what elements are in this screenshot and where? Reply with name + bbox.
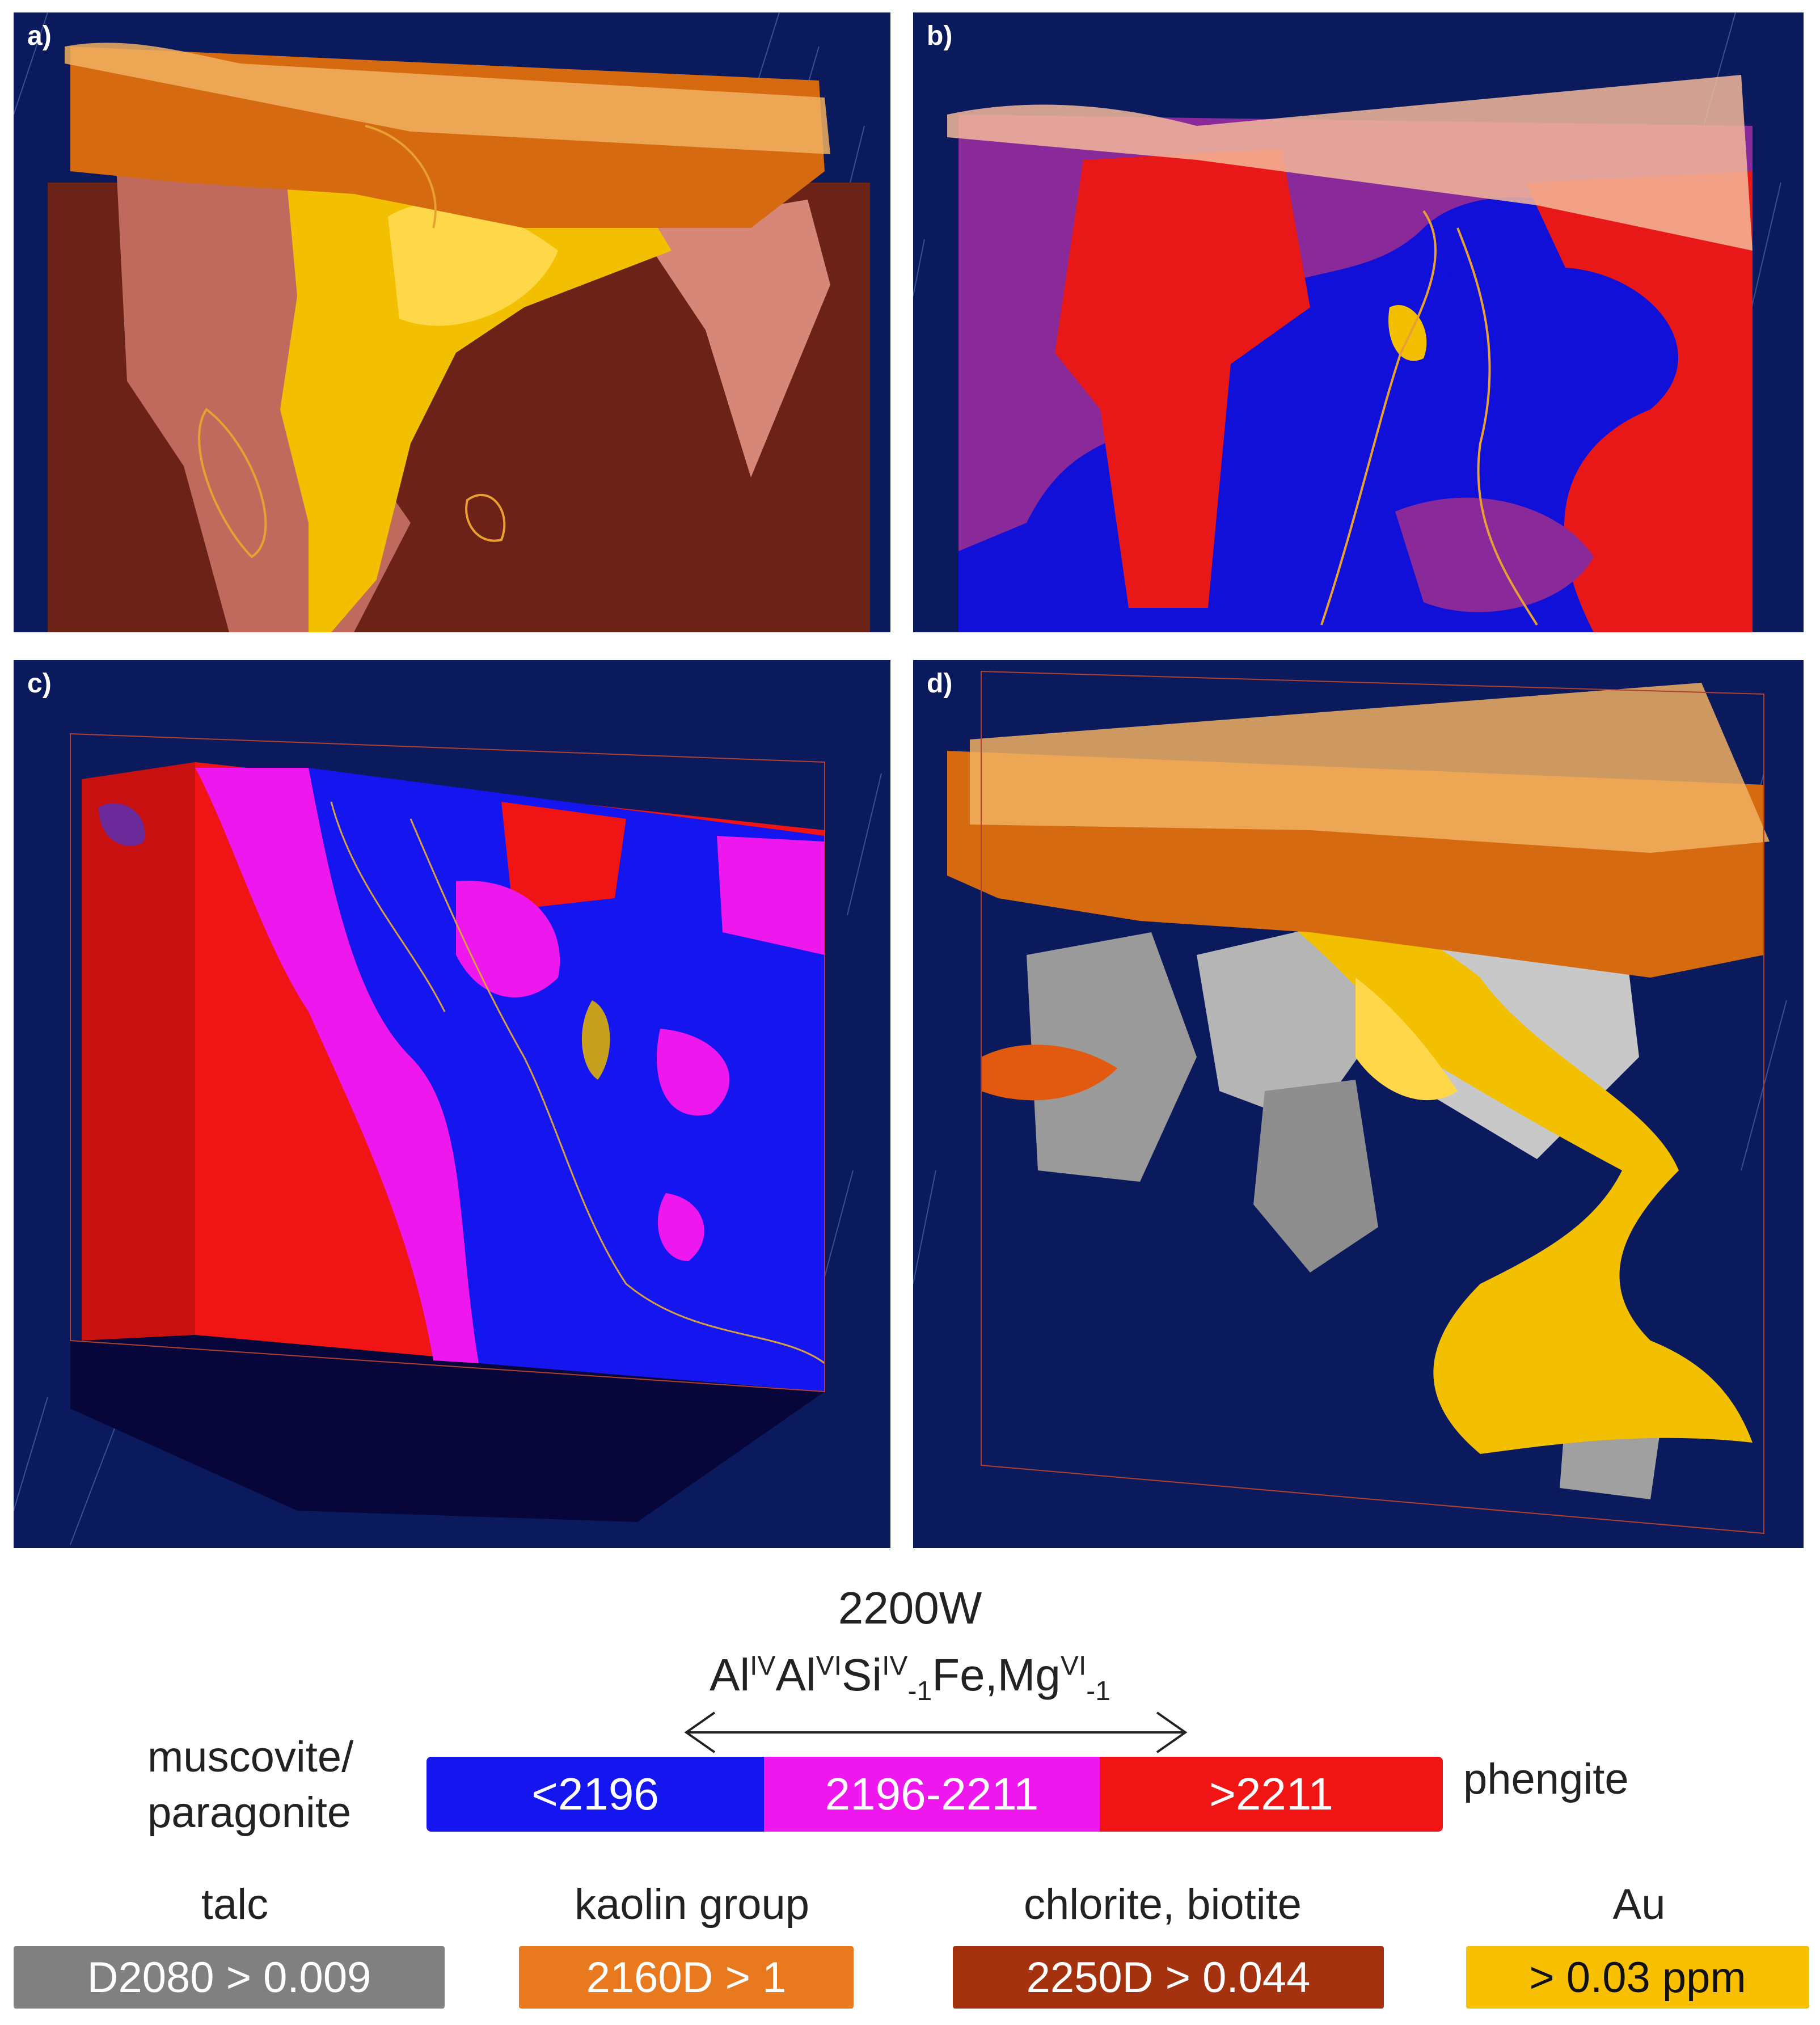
mineral-threshold-au: > 0.03 ppm bbox=[1466, 1946, 1809, 2009]
panel-label: b) bbox=[927, 21, 953, 51]
mineral-name-talc: talc bbox=[201, 1880, 269, 1929]
scale-title: 2200W bbox=[838, 1583, 982, 1633]
scale-left-end: muscovite/ paragonite bbox=[147, 1730, 353, 1841]
mineral-name-chlorite-biotite: chlorite, biotite bbox=[1023, 1880, 1302, 1929]
panel-a: a) bbox=[14, 12, 890, 632]
panel-label: c) bbox=[27, 669, 52, 699]
scale-segment-low: <2196 bbox=[427, 1757, 764, 1832]
panel-label: d) bbox=[927, 669, 953, 699]
scale-formula: AlIVAlVISiIV-1Fe,MgVI-1 bbox=[710, 1650, 1110, 1706]
panel-d-render bbox=[913, 670, 1787, 1534]
panel-c-render bbox=[14, 733, 882, 1545]
double-arrow-icon bbox=[684, 1711, 1188, 1753]
scale-right-end: phengite bbox=[1463, 1755, 1629, 1803]
panel-label: a) bbox=[27, 21, 52, 51]
mineral-threshold-talc: D2080 > 0.009 bbox=[14, 1946, 445, 2009]
mineral-threshold-chlorite-biotite: 2250D > 0.044 bbox=[953, 1946, 1384, 2009]
panel-c: c) bbox=[14, 660, 890, 1548]
scale-left-end-line: muscovite/ bbox=[147, 1733, 354, 1781]
panel-b-render bbox=[913, 12, 1781, 632]
scale-segment-high: >2211 bbox=[1100, 1757, 1443, 1832]
panel-b: b) bbox=[913, 12, 1804, 632]
mineral-threshold-kaolin: 2160D > 1 bbox=[519, 1946, 854, 2009]
scale-left-end-line: paragonite bbox=[147, 1789, 352, 1837]
panel-d: d) bbox=[913, 660, 1804, 1548]
mineral-name-kaolin: kaolin group bbox=[574, 1880, 810, 1929]
panel-a-render bbox=[14, 12, 870, 632]
mineral-name-au: Au bbox=[1612, 1880, 1666, 1929]
scale-segment-mid: 2196-2211 bbox=[764, 1757, 1100, 1832]
